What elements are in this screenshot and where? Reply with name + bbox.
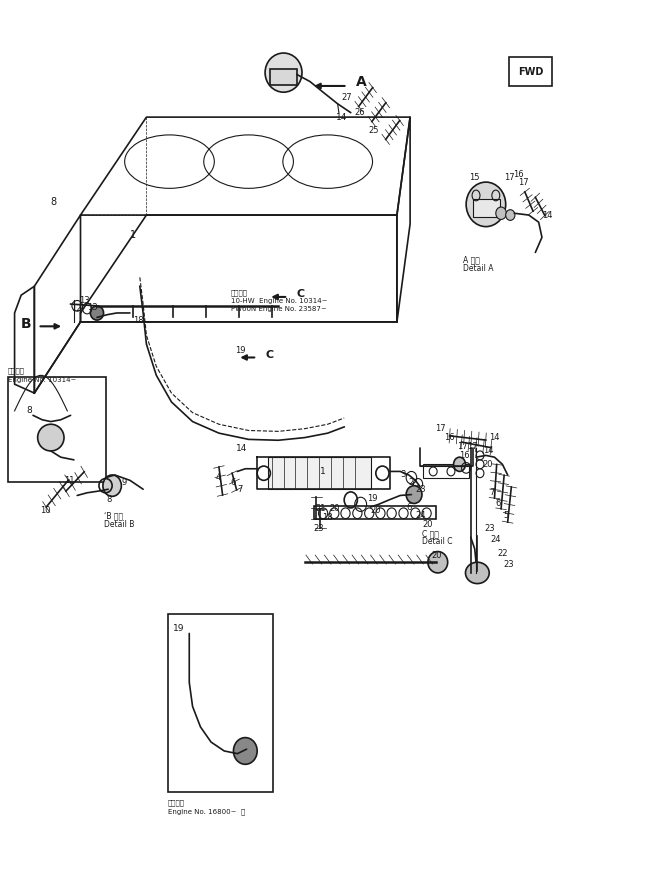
Text: 14: 14 [489,433,500,442]
Text: 5: 5 [504,512,509,521]
Ellipse shape [103,475,121,497]
Text: 23: 23 [415,485,426,494]
Text: FWD: FWD [518,67,543,77]
Text: 10: 10 [40,506,50,515]
Text: 14: 14 [336,113,348,121]
Text: 20: 20 [330,505,340,513]
Text: 4: 4 [216,473,221,482]
Text: C: C [265,350,273,360]
Text: B: B [21,317,32,330]
Text: 8: 8 [51,196,57,206]
Ellipse shape [406,486,422,504]
Text: 18: 18 [322,513,333,522]
Text: 10-HW  Engine No. 10314~: 10-HW Engine No. 10314~ [231,298,327,305]
Text: 6: 6 [407,503,412,512]
Text: 20: 20 [422,521,432,530]
Text: 15: 15 [469,173,480,182]
Text: PW60N Engine No. 23587~: PW60N Engine No. 23587~ [231,306,326,313]
Text: 23: 23 [504,560,514,569]
Ellipse shape [38,424,64,451]
Text: 9: 9 [121,478,126,487]
Text: 19: 19 [367,494,378,503]
Text: 17: 17 [504,173,514,182]
Ellipse shape [465,563,489,584]
Bar [8,377,105,482]
Text: 20: 20 [371,506,381,515]
Text: 13: 13 [87,303,98,313]
Text: 18: 18 [133,315,144,324]
Text: ‘B 詳細: ‘B 詳細 [103,512,122,521]
Ellipse shape [91,305,103,320]
Text: 20: 20 [483,460,493,469]
Text: 8: 8 [26,406,32,415]
Text: 17: 17 [435,424,446,433]
Text: 2: 2 [409,478,414,487]
Text: A 詳細: A 詳細 [463,255,480,264]
Bar [314,506,436,520]
Bar [509,57,552,86]
Bar [270,69,297,85]
Text: A: A [356,74,367,88]
Text: 適用号機: 適用号機 [231,289,248,296]
Text: 12: 12 [71,304,81,313]
Text: 23: 23 [484,524,495,533]
Text: 27: 27 [342,93,352,102]
Text: 22: 22 [497,549,508,558]
Text: Detail A: Detail A [463,264,493,273]
Text: 適用号機: 適用号機 [8,368,25,374]
Text: 6: 6 [496,499,501,508]
Text: 17: 17 [518,179,529,188]
Text: C 詳細: C 詳細 [422,530,439,538]
Text: 17: 17 [467,442,477,451]
Text: 14: 14 [483,446,493,455]
Text: 14: 14 [542,211,553,220]
Text: 16: 16 [459,451,470,460]
Text: 3: 3 [401,471,406,480]
Text: 8: 8 [107,496,113,505]
Text: Detail C: Detail C [422,538,452,547]
Ellipse shape [506,210,515,221]
Ellipse shape [428,552,448,573]
Ellipse shape [466,182,506,227]
Text: 7: 7 [238,485,243,494]
Text: 1: 1 [320,467,326,476]
Text: 適用号機: 適用号機 [167,799,185,805]
Bar [423,464,469,478]
Text: 1: 1 [130,230,136,239]
Ellipse shape [496,207,506,220]
Text: 24: 24 [415,512,426,521]
Text: Engine No. 10314~: Engine No. 10314~ [8,377,76,383]
Text: 24: 24 [491,536,501,545]
Text: Engine No. 16800~  中: Engine No. 16800~ 中 [167,808,245,814]
Bar [268,457,371,489]
Text: 26: 26 [355,108,365,117]
Text: 13: 13 [79,296,90,305]
Text: 14: 14 [236,444,248,453]
Text: 25: 25 [369,126,379,135]
Text: C: C [297,289,305,299]
Text: Detail B: Detail B [103,521,134,530]
Ellipse shape [265,53,302,92]
Text: 16: 16 [513,170,524,179]
Text: 23: 23 [314,524,324,533]
Text: 19: 19 [173,624,184,633]
Text: 7: 7 [489,488,495,497]
Text: 16: 16 [444,433,455,442]
Text: 17: 17 [457,442,468,451]
Text: 6: 6 [231,478,236,487]
Text: 21: 21 [315,505,326,513]
Ellipse shape [234,738,257,764]
Bar [167,613,273,792]
Bar [473,199,500,217]
Text: 19: 19 [236,346,246,355]
Text: 20: 20 [431,551,442,560]
Text: 11: 11 [64,476,75,485]
Ellipse shape [453,457,465,472]
